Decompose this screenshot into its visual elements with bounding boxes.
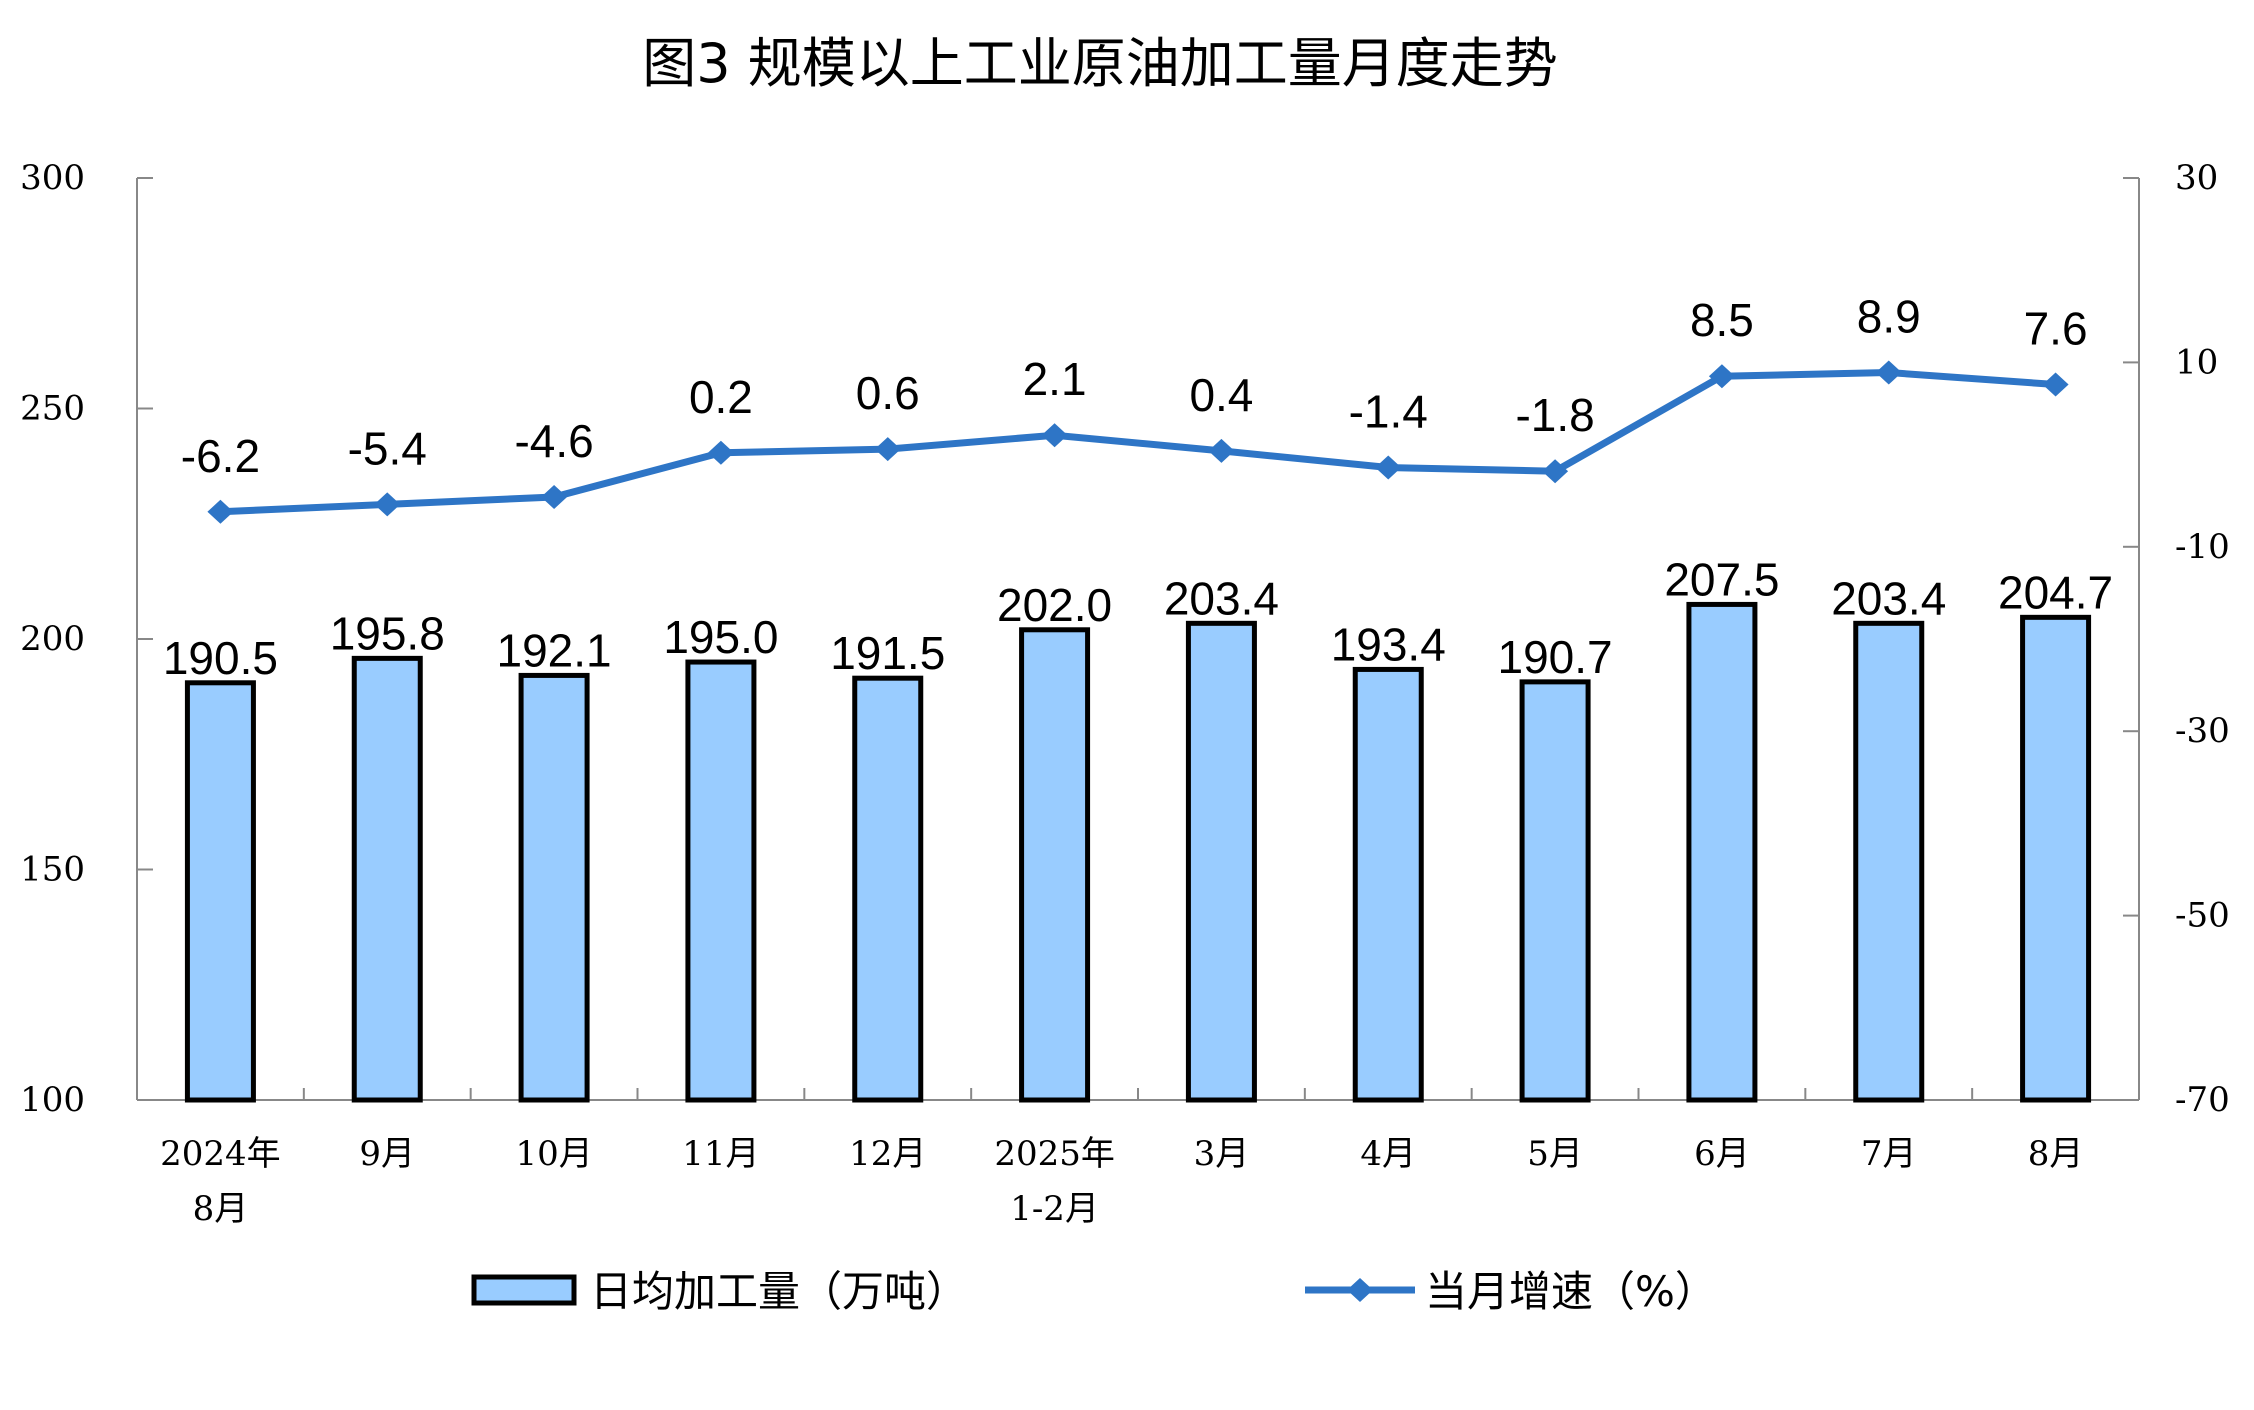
bar-value-label: 202.0 (997, 579, 1112, 631)
line-value-label: 0.4 (1189, 369, 1253, 421)
bar (852, 675, 924, 1103)
right-tick-label: -10 (2175, 527, 2230, 567)
line-value-label: 8.5 (1690, 294, 1754, 346)
line-marker (1875, 360, 1902, 385)
x-tick-label: 10月 (515, 1134, 592, 1174)
x-tick-label: 3月 (1194, 1134, 1250, 1174)
left-tick-label: 250 (20, 389, 85, 429)
x-tick-label: 1-2月 (1010, 1189, 1099, 1229)
line-value-label: 8.9 (1857, 291, 1921, 343)
x-tick-label: 9月 (359, 1134, 415, 1174)
legend-line-marker (1347, 1278, 1373, 1302)
line-value-label: 0.6 (856, 367, 920, 419)
bar-value-label: 190.5 (163, 632, 278, 684)
bar-value-label: 207.5 (1664, 553, 1779, 605)
line-marker (2042, 372, 2069, 397)
line-marker (1375, 455, 1402, 480)
right-tick-label: -50 (2175, 896, 2230, 936)
x-tick-label: 2024年 (160, 1134, 281, 1174)
x-tick-label: 7月 (1861, 1134, 1917, 1174)
line-value-label: 7.6 (2024, 303, 2088, 355)
bar (1853, 620, 1925, 1103)
left-tick-label: 300 (20, 158, 85, 198)
right-tick-label: 10 (2175, 342, 2218, 382)
legend-line-label: 当月增速（%） (1425, 1267, 1717, 1316)
line-marker (1041, 423, 1068, 448)
bar (2020, 614, 2092, 1103)
chart-title: 图3 规模以上工业原油加工量月度走势 (642, 32, 1558, 95)
bar (518, 672, 590, 1103)
bar (1185, 620, 1257, 1103)
line-value-label: 2.1 (1023, 353, 1087, 405)
bar (1686, 601, 1758, 1103)
line-marker (1208, 438, 1235, 463)
legend-bar-label: 日均加工量（万吨） (590, 1267, 968, 1316)
left-tick-label: 150 (20, 850, 85, 890)
bar-value-label: 195.0 (663, 611, 778, 663)
line-marker (541, 485, 568, 510)
line-value-label: -1.4 (1349, 386, 1428, 438)
line-value-label: 0.2 (689, 371, 753, 423)
right-tick-label: 30 (2175, 158, 2218, 198)
bar-value-label: 192.1 (497, 624, 612, 676)
line-value-label: -4.6 (514, 415, 593, 467)
line-value-label: -5.4 (348, 422, 427, 474)
bar-value-label: 195.8 (330, 607, 445, 659)
legend-bar-swatch (471, 1274, 577, 1306)
line-marker (707, 440, 734, 465)
bar-value-label: 190.7 (1498, 631, 1613, 683)
left-tick-label: 200 (20, 619, 85, 659)
right-tick-label: -70 (2175, 1080, 2230, 1120)
growth-line (220, 369, 2056, 516)
x-tick-label: 4月 (1360, 1134, 1416, 1174)
line-marker (1708, 364, 1735, 389)
line-marker (1542, 459, 1569, 484)
bar (351, 655, 423, 1103)
x-tick-label: 11月 (682, 1134, 759, 1174)
line-value-label: -6.2 (181, 430, 260, 482)
line-marker (207, 499, 234, 524)
x-tick-label: 6月 (1694, 1134, 1750, 1174)
x-tick-label: 8月 (2028, 1134, 2084, 1174)
bar-value-label: 191.5 (830, 627, 945, 679)
line-value-label: -1.8 (1515, 389, 1594, 441)
x-tick-label: 2025年 (994, 1134, 1115, 1174)
x-tick-label: 8月 (193, 1189, 249, 1229)
bar-value-label: 193.4 (1331, 618, 1446, 670)
bar (1519, 679, 1591, 1103)
x-tick-label: 12月 (849, 1134, 926, 1174)
bar (1352, 666, 1424, 1103)
line-marker (374, 492, 401, 517)
bar (1019, 627, 1091, 1103)
bar (184, 680, 256, 1103)
line-marker (874, 437, 901, 462)
x-tick-label: 5月 (1527, 1134, 1583, 1174)
right-tick-label: -30 (2175, 711, 2230, 751)
bar (685, 659, 757, 1103)
bar-value-label: 203.4 (1164, 572, 1279, 624)
bar-value-label: 203.4 (1831, 572, 1946, 624)
left-tick-label: 100 (20, 1080, 85, 1120)
bar-value-label: 204.7 (1998, 566, 2113, 618)
